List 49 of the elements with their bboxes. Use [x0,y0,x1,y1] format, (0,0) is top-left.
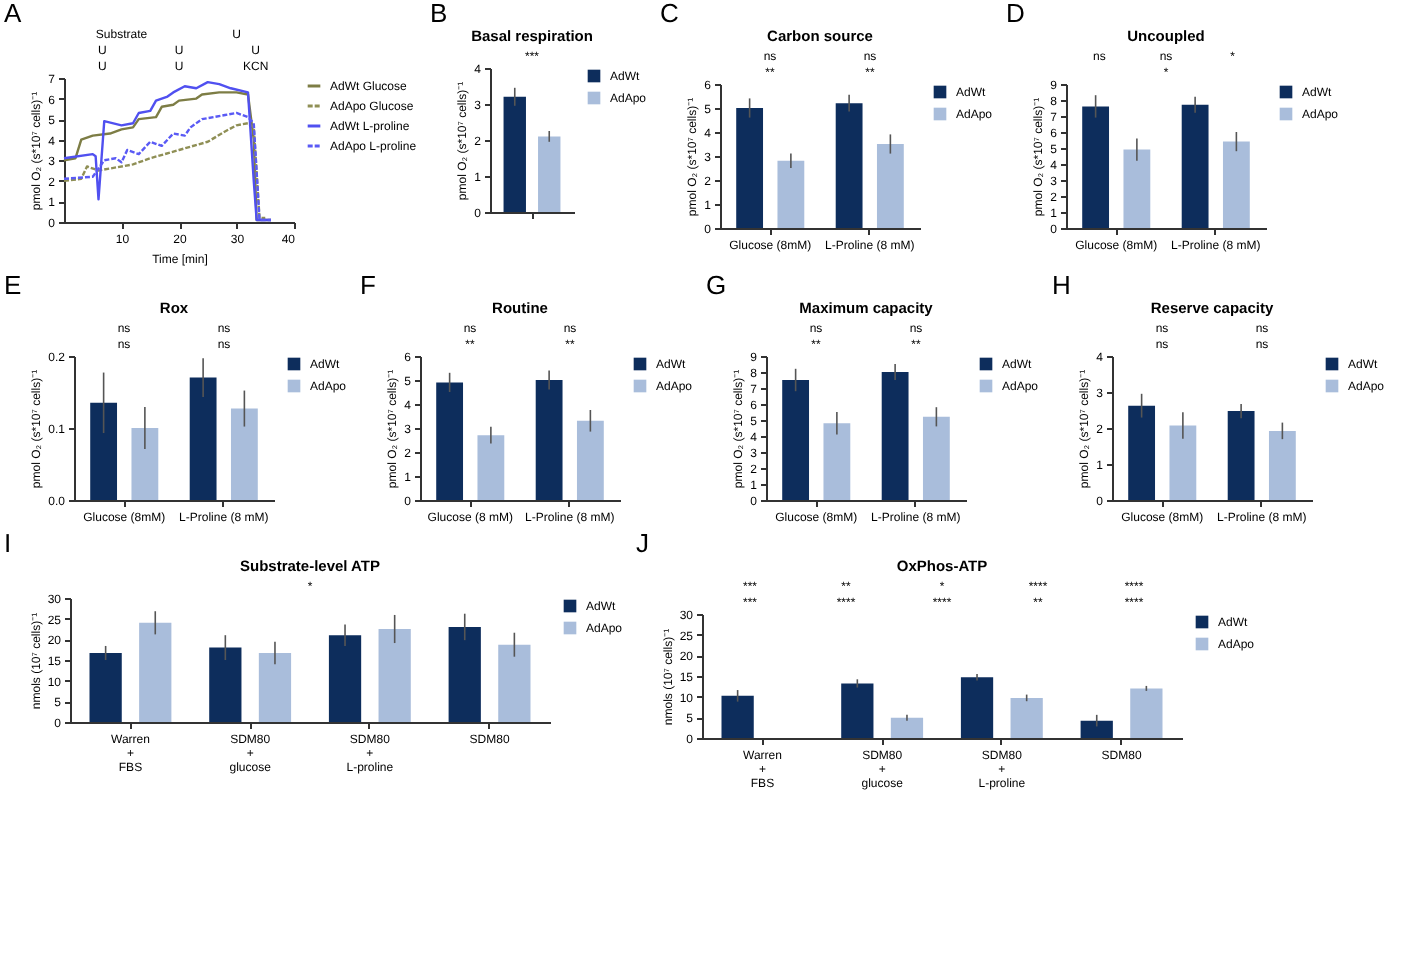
text: I [4,528,12,558]
text: D [1006,0,1025,28]
bar [498,644,531,722]
bar [823,423,851,500]
bar [1080,720,1113,738]
bar [1268,430,1296,500]
bar [922,416,950,500]
bar [477,435,505,500]
text: J [636,528,649,558]
bar [1128,405,1156,500]
bar [841,683,874,738]
text: B [430,0,448,28]
bar [721,695,754,738]
bar [1222,141,1250,228]
bar [139,622,172,722]
bar [258,652,292,722]
bar [189,377,217,500]
bar [777,160,805,228]
bar [230,408,258,500]
bar [960,677,994,738]
bar [448,626,481,722]
text: G [706,270,727,300]
bar [1181,104,1209,228]
bar [535,380,563,500]
text: E [4,270,22,300]
bar [89,652,122,722]
bar [436,382,464,500]
bar [378,629,411,722]
text: H [1052,270,1071,300]
bar [1227,411,1255,500]
text: A [4,0,22,28]
bar [881,372,909,500]
text: C [660,0,679,28]
bar [1082,106,1110,228]
bar [1130,688,1163,738]
bar [835,103,863,228]
bar [576,420,604,500]
bar [736,108,764,228]
bar [328,635,362,722]
bar [890,717,924,738]
bar [209,647,242,722]
bar [131,428,159,500]
bar [1123,149,1151,228]
bar [1010,697,1043,738]
bar [1169,425,1197,500]
bar [876,144,904,228]
bar [782,380,810,500]
text: F [360,270,376,300]
bar [90,402,118,500]
